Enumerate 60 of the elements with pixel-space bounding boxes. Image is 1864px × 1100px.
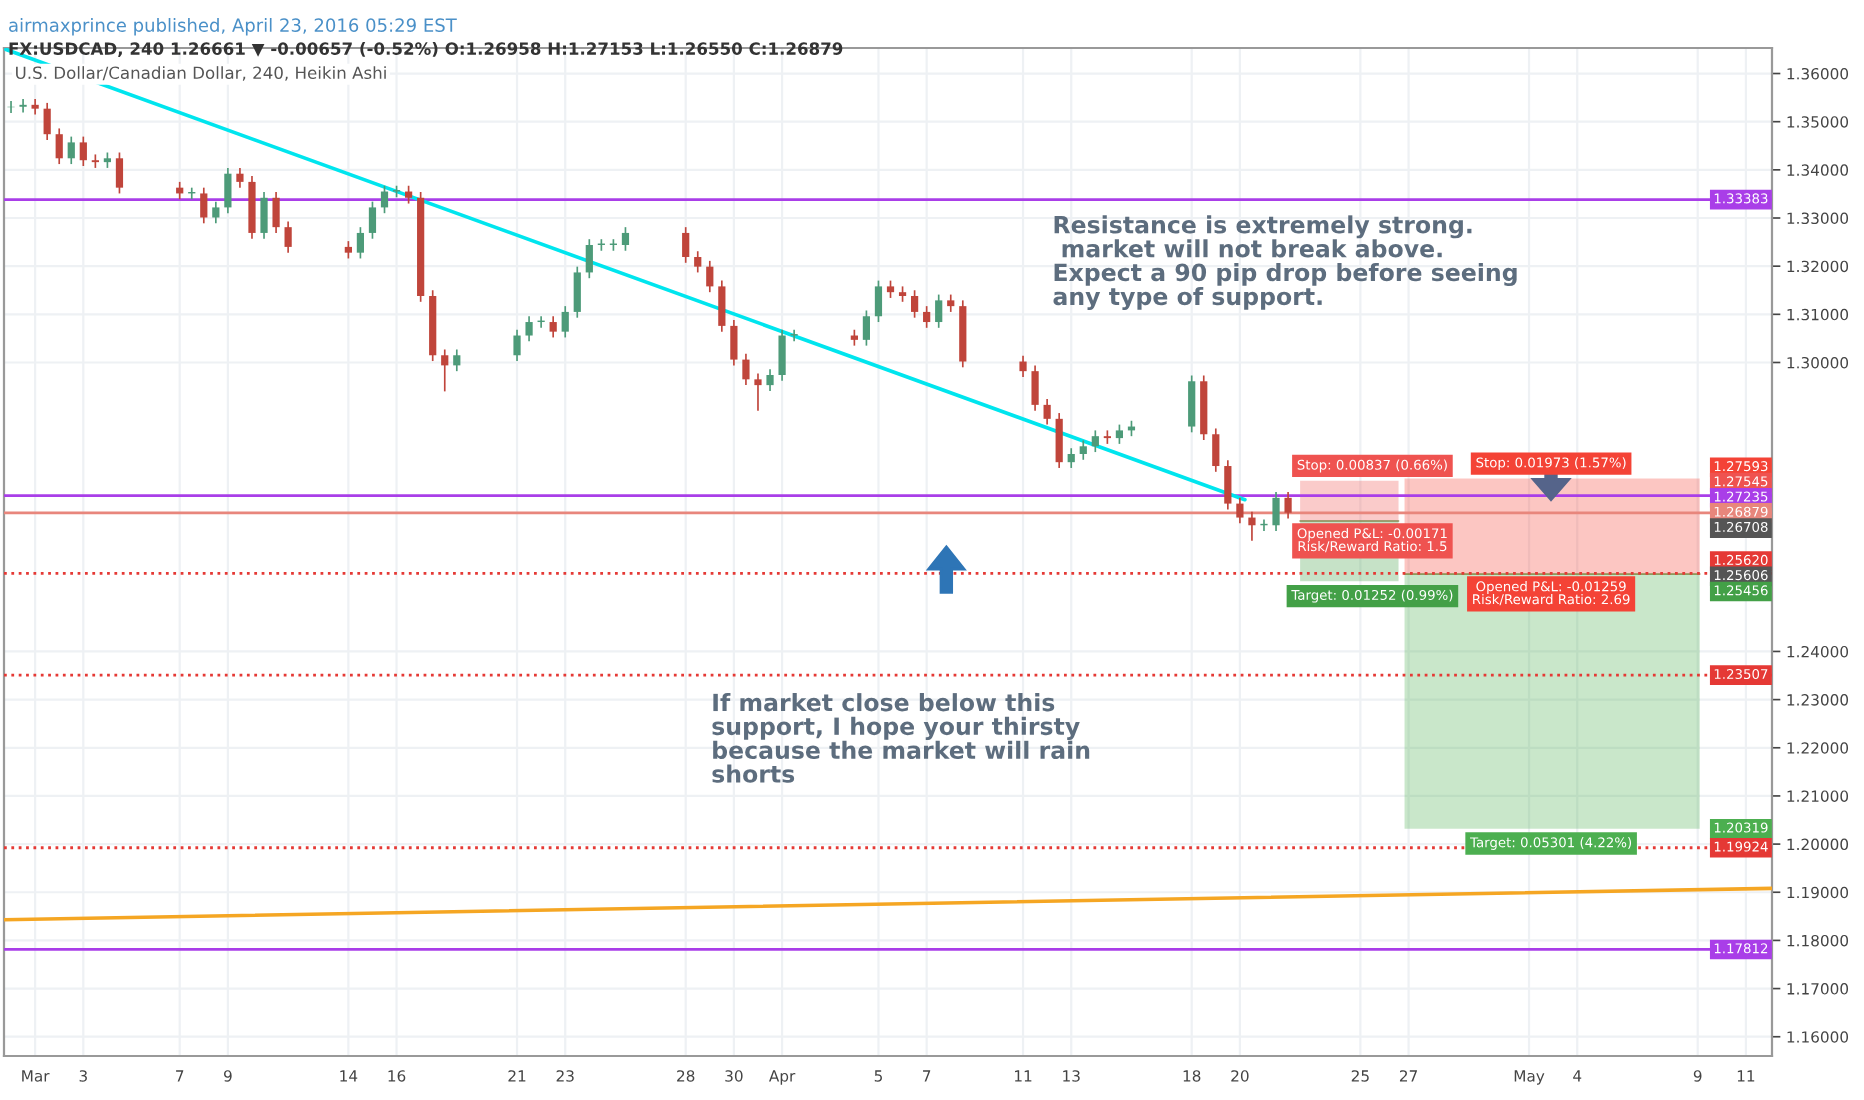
candlestick xyxy=(1188,374,1196,434)
candlestick xyxy=(356,226,365,260)
candlestick xyxy=(1079,439,1087,461)
chart-title: FX:USDCAD, 240 1.26661 ▼ -0.00657 (-0.52%) O:1.26958 H:1.27153 L:1.26550 C:1.26879 xyxy=(9,42,843,58)
candlestick xyxy=(621,226,630,252)
candlestick xyxy=(1272,491,1280,532)
candlestick xyxy=(718,279,726,333)
candlestick xyxy=(441,348,449,393)
candlestick xyxy=(55,127,63,165)
candlestick xyxy=(923,305,931,329)
candlestick xyxy=(766,368,774,392)
annotation: If market close below this support, I hope your thirsty because the market will rain shorts xyxy=(712,693,1090,783)
candlestick xyxy=(525,315,533,343)
candlestick xyxy=(115,151,124,195)
candlestick xyxy=(1091,429,1099,453)
candlestick xyxy=(1115,423,1124,445)
candlestick xyxy=(453,348,461,372)
candlestick xyxy=(1055,412,1063,469)
candlestick xyxy=(1248,510,1256,542)
text: U.S. Dollar/Canadian Dollar, 240, Heikin Ashi xyxy=(16,66,386,81)
candlestick xyxy=(380,184,389,215)
candlestick xyxy=(513,328,521,362)
candlestick xyxy=(260,191,268,240)
candlestick xyxy=(573,265,581,319)
candlestick xyxy=(585,238,593,280)
candlestick xyxy=(67,135,75,165)
candlestick xyxy=(212,200,220,225)
text: airmaxprince published, April 23, 2016 05:29 EST xyxy=(9,18,457,36)
candlestick xyxy=(236,167,244,189)
candlestick xyxy=(1031,364,1039,412)
candlestick xyxy=(1043,398,1051,426)
candlestick xyxy=(561,305,569,339)
candlestick xyxy=(43,102,51,141)
annotation: Resistance is extremely strong. market will not break above. Expect a 90 pip drop before seeing any type of support. xyxy=(1053,215,1517,310)
candlestick xyxy=(1284,491,1292,520)
candlestick xyxy=(1212,427,1220,473)
candlestick xyxy=(284,220,292,254)
candlestick xyxy=(200,186,208,225)
candlestick xyxy=(79,135,87,167)
candlestick xyxy=(862,309,871,347)
candlestick xyxy=(694,250,702,274)
candlestick xyxy=(1019,354,1027,378)
candlestick xyxy=(910,289,919,319)
candlestick xyxy=(874,279,883,323)
candlestick xyxy=(790,328,798,343)
candlestick xyxy=(1236,496,1244,525)
candlestick xyxy=(1067,447,1075,469)
candlestick xyxy=(224,167,232,215)
candlestick xyxy=(1224,459,1232,511)
candlestick xyxy=(935,293,943,329)
candlestick xyxy=(706,260,714,294)
candlestick xyxy=(730,319,738,367)
candlestick xyxy=(19,98,27,114)
candlestick xyxy=(754,372,762,412)
candlestick xyxy=(742,352,750,386)
candlestick xyxy=(549,315,557,339)
candlestick xyxy=(682,226,690,264)
candlestick xyxy=(778,328,786,382)
candlestick xyxy=(368,200,377,240)
candlestick xyxy=(272,191,280,234)
